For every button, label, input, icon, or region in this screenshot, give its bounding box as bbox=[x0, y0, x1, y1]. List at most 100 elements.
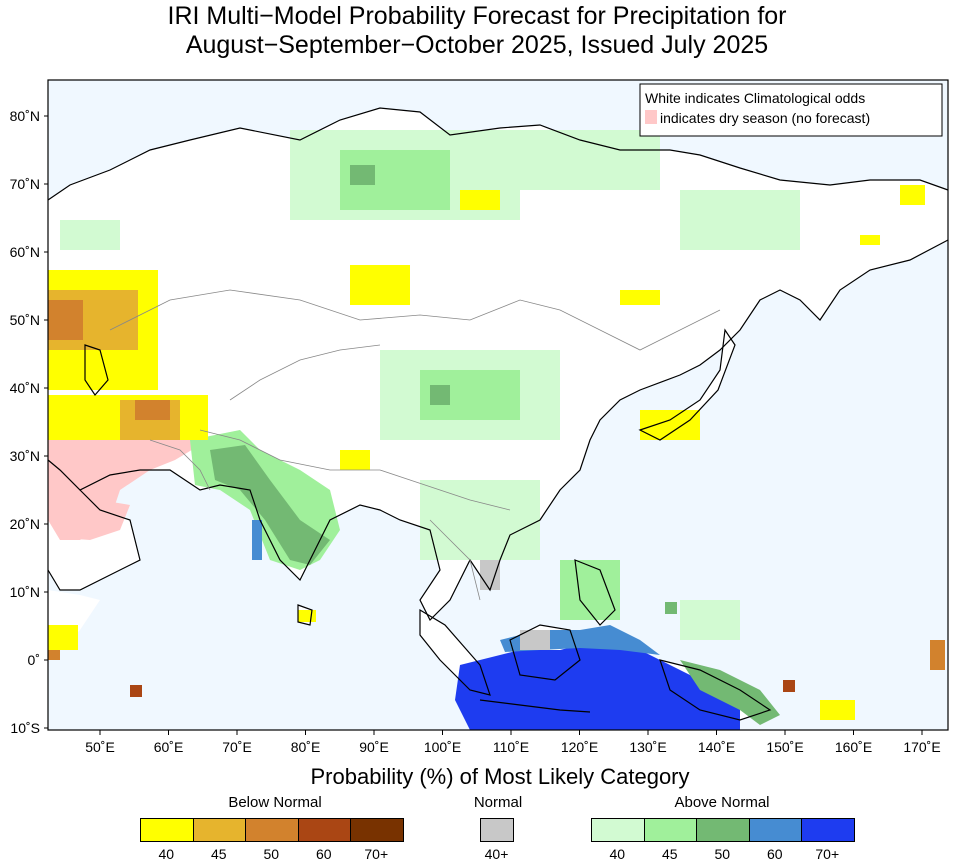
below-50-pacific bbox=[930, 640, 945, 670]
coastline-arabia bbox=[47, 489, 141, 591]
lon-tick-label: 110˚E bbox=[493, 739, 529, 755]
below-normal-swatch bbox=[350, 818, 404, 842]
coastline-borneo bbox=[509, 624, 581, 681]
above-normal-tick-label: 45 bbox=[661, 846, 678, 862]
below-40-arctic bbox=[460, 190, 500, 210]
below-60-ocean bbox=[130, 685, 142, 697]
above-40-china-south bbox=[420, 480, 540, 560]
above-normal-layer bbox=[60, 130, 800, 730]
above-40-north bbox=[520, 130, 660, 190]
below-normal-tick-label: 45 bbox=[210, 846, 227, 862]
below-normal-swatch bbox=[245, 818, 299, 842]
below-normal-tick-label: 70+ bbox=[364, 846, 389, 862]
below-40-africa bbox=[48, 625, 78, 650]
border-layer bbox=[109, 289, 721, 601]
above-normal-swatch bbox=[801, 818, 855, 842]
below-40-arctic-2 bbox=[900, 185, 925, 205]
above-normal-swatch bbox=[643, 818, 697, 842]
below-40-srilanka bbox=[298, 610, 316, 622]
above-45-seasia bbox=[560, 560, 620, 620]
colorbar-title: Probability (%) of Most Likely Category bbox=[310, 764, 690, 789]
lat-tick-label: 10˚N bbox=[10, 584, 40, 600]
coastline-layer bbox=[47, 107, 949, 721]
legend-dry-season-swatch bbox=[645, 110, 657, 124]
above-50-central bbox=[430, 385, 450, 405]
above-normal-tick-label: 40 bbox=[609, 846, 626, 862]
below-60-pacific bbox=[783, 680, 795, 692]
coastline-caspian bbox=[84, 344, 109, 396]
title-line-1: IRI Multi−Model Probability Forecast for… bbox=[167, 2, 787, 30]
lat-tick-label: 80˚N bbox=[10, 108, 40, 124]
above-normal-swatch bbox=[696, 818, 750, 842]
above-50-india bbox=[210, 445, 330, 565]
below-50-iran bbox=[135, 400, 170, 420]
title-line-2: August−September−October 2025, Issued Ju… bbox=[185, 31, 769, 59]
longitude-axis: 50˚E 60˚E 70˚E 80˚E 90˚E 100˚E 110˚E 120˚E 130˚E… bbox=[85, 730, 941, 755]
below-40-siberia bbox=[350, 265, 410, 305]
lon-tick-label: 80˚E bbox=[291, 739, 321, 755]
below-50-west bbox=[48, 300, 83, 340]
lat-tick-label: 20˚N bbox=[10, 516, 40, 532]
border-china-west bbox=[229, 344, 381, 401]
lat-tick-label: 30˚N bbox=[10, 448, 40, 464]
above-50-pacific-dot bbox=[665, 602, 677, 614]
lon-tick-label: 160˚E bbox=[835, 739, 872, 755]
latitude-axis: 80˚N 70˚N 60˚N 50˚N 40˚N 30˚N 20˚N 10˚N 0˚ 10˚S bbox=[10, 108, 48, 736]
below-normal-swatch bbox=[192, 818, 246, 842]
above-50-newguinea bbox=[680, 660, 780, 725]
border-india-north bbox=[199, 429, 411, 481]
normal-swatch bbox=[480, 818, 514, 842]
lat-tick-label: 40˚N bbox=[10, 380, 40, 396]
above-40-pacific bbox=[680, 600, 740, 640]
border-pakistan bbox=[149, 439, 211, 491]
lon-tick-label: 120˚E bbox=[561, 739, 598, 755]
dry-season-arabia bbox=[60, 500, 130, 540]
above-normal-swatch bbox=[748, 818, 802, 842]
below-50-africa bbox=[48, 650, 60, 660]
below-normal-tick-label: 50 bbox=[263, 846, 280, 862]
above-normal-swatch bbox=[591, 818, 645, 842]
coastline-java bbox=[479, 699, 591, 713]
below-40-tibet bbox=[340, 450, 370, 470]
lon-tick-label: 150˚E bbox=[766, 739, 803, 755]
lon-tick-label: 70˚E bbox=[222, 739, 252, 755]
below-normal-tick-label: 40 bbox=[158, 846, 175, 862]
above-50-siberia bbox=[350, 165, 375, 185]
below-normal-layer bbox=[48, 185, 945, 720]
border-russia-south bbox=[109, 289, 721, 351]
below-normal-swatch bbox=[140, 818, 194, 842]
above-70-indonesia bbox=[455, 640, 740, 730]
border-china-south bbox=[409, 479, 511, 511]
map-legend-frame bbox=[639, 83, 943, 137]
lon-tick-label: 140˚E bbox=[698, 739, 735, 755]
map-title: IRI Multi−Model Probability Forecast for… bbox=[0, 2, 954, 60]
below-40-pacific bbox=[820, 700, 855, 720]
lat-tick-label: 70˚N bbox=[10, 176, 40, 192]
below-40-japan bbox=[640, 410, 700, 440]
lat-tick-label: 50˚N bbox=[10, 312, 40, 328]
lon-tick-label: 170˚E bbox=[903, 739, 940, 755]
coastline-new-guinea bbox=[659, 659, 772, 721]
lon-tick-label: 130˚E bbox=[629, 739, 666, 755]
legend-dry-season-text: indicates dry season (no forecast) bbox=[660, 110, 870, 126]
below-40-north bbox=[620, 290, 660, 305]
above-normal-tick-label: 50 bbox=[714, 846, 731, 862]
colorbar-above-label: Above Normal bbox=[674, 794, 770, 811]
coastline-sumatra bbox=[419, 608, 491, 696]
above-normal-tick-label: 60 bbox=[766, 846, 783, 862]
above-normal-tick-label: 70+ bbox=[815, 846, 840, 862]
lat-tick-label: 0˚ bbox=[28, 652, 40, 668]
lat-tick-label: 10˚S bbox=[10, 720, 40, 736]
lat-tick-label: 60˚N bbox=[10, 244, 40, 260]
below-normal-tick-label: 60 bbox=[315, 846, 332, 862]
above-40-east bbox=[680, 190, 800, 250]
lon-tick-label: 50˚E bbox=[85, 739, 115, 755]
normal-tick-label: 40+ bbox=[484, 846, 509, 862]
coastline-philippines bbox=[574, 559, 616, 626]
legend-climatology-text: White indicates Climatological odds bbox=[645, 90, 865, 106]
coastline-japan bbox=[638, 328, 736, 441]
lon-tick-label: 90˚E bbox=[359, 739, 389, 755]
border-seasia bbox=[429, 519, 481, 601]
colorbar-normal-label: Normal bbox=[473, 794, 523, 811]
